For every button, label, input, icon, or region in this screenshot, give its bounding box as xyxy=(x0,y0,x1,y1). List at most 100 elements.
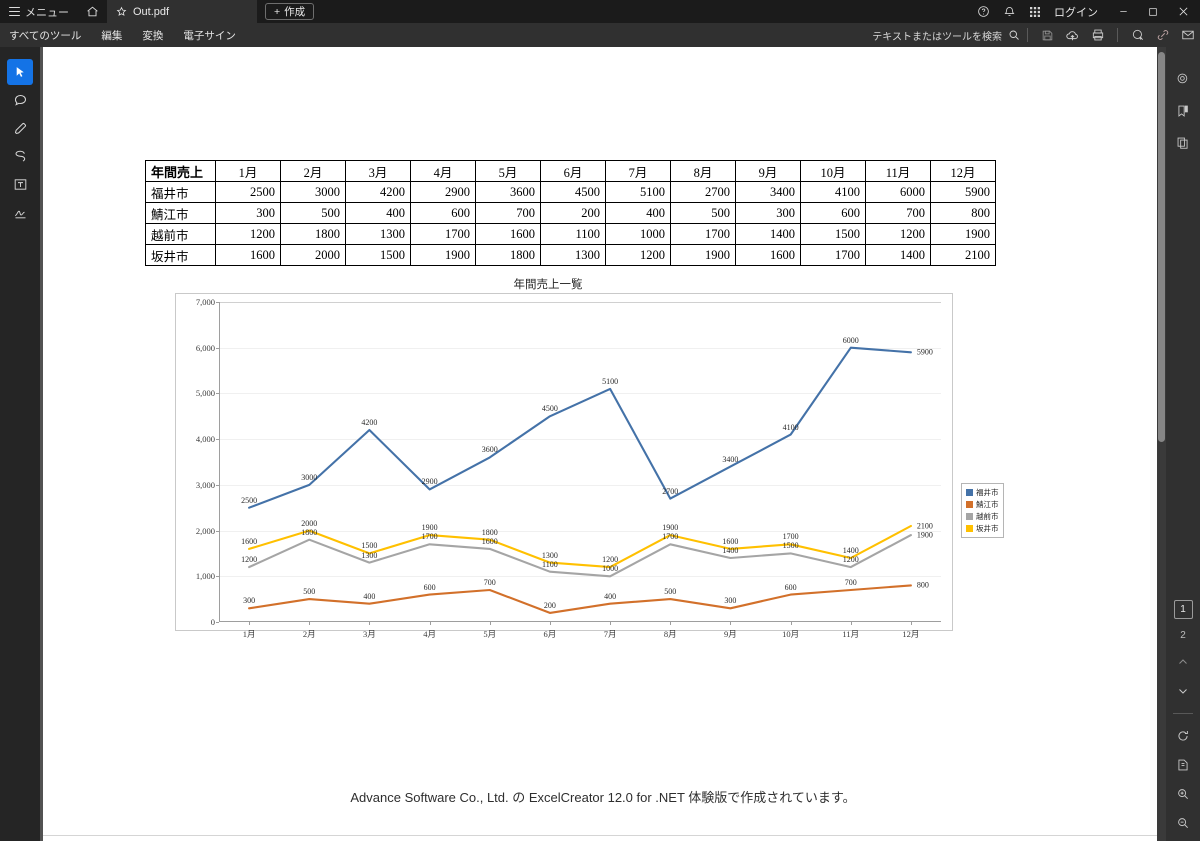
vertical-scrollbar[interactable] xyxy=(1157,47,1166,841)
help-circle-icon[interactable] xyxy=(970,0,996,23)
table-col-7: 7月 xyxy=(605,160,671,182)
login-button[interactable]: ログイン xyxy=(1054,6,1098,19)
textbox-tool[interactable] xyxy=(7,171,33,197)
chart-x-tick-mark xyxy=(670,622,672,625)
rotate-icon[interactable] xyxy=(1171,726,1195,746)
table-cell: 1700 xyxy=(670,223,736,245)
document-canvas[interactable]: 年間売上 1月 2月 3月 4月 5月 6月 7月 8月 9月 10月 11月 … xyxy=(40,47,1166,841)
table-cell: 1400 xyxy=(865,244,931,266)
table-col-12: 12月 xyxy=(930,160,996,182)
chart-data-label: 1500 xyxy=(782,541,799,551)
close-window-icon xyxy=(1179,7,1187,16)
table-cell: 1100 xyxy=(540,223,606,245)
draw-tool[interactable] xyxy=(7,143,33,169)
app-grid-icon[interactable] xyxy=(1022,0,1048,23)
tool-esign[interactable]: 電子サイン xyxy=(183,29,236,42)
pages-copy-icon[interactable] xyxy=(1171,133,1195,153)
print-icon[interactable] xyxy=(1085,23,1110,47)
save-icon[interactable] xyxy=(1035,23,1060,47)
page-seam xyxy=(43,835,1163,836)
table-cell: 200 xyxy=(540,202,606,224)
scrollbar-thumb[interactable] xyxy=(1158,52,1165,442)
chart-data-label: 1900 xyxy=(916,530,933,540)
table-cell: 400 xyxy=(605,202,671,224)
chart-data-label: 300 xyxy=(243,596,256,606)
tool-edit[interactable]: 編集 xyxy=(101,29,123,42)
table-cell: 400 xyxy=(345,202,411,224)
maximize-button[interactable] xyxy=(1138,0,1168,23)
table-cell: 1300 xyxy=(345,223,411,245)
search-document-icon[interactable] xyxy=(1171,69,1195,89)
document-tab[interactable]: Out.pdf close-icon xyxy=(107,0,257,23)
table-cell: 1500 xyxy=(345,244,411,266)
table-cell: 1000 xyxy=(605,223,671,245)
bookmark-icon[interactable] xyxy=(1171,101,1195,121)
chart-data-label: 1400 xyxy=(722,546,739,555)
table-cell: 1400 xyxy=(735,223,801,245)
chart-data-label: 1200 xyxy=(842,555,859,565)
toolbar-divider-2 xyxy=(1117,28,1118,42)
close-window-button[interactable] xyxy=(1168,0,1198,23)
chart-data-label: 1200 xyxy=(241,555,258,565)
chart-x-tick-label: 2月 xyxy=(302,629,316,639)
menu-button[interactable]: メニュー xyxy=(0,0,78,23)
chart-plot-frame: 0 1,000 2,000 3,000 4,000 5,000 6,000 7,000 1月 2… xyxy=(175,293,953,639)
chart-data-label: 600 xyxy=(784,582,797,592)
chart-data-label: 1900 xyxy=(662,523,679,533)
table-cell: 700 xyxy=(865,202,931,224)
table-col-1: 1月 xyxy=(215,160,281,182)
mail-icon[interactable] xyxy=(1175,23,1200,47)
table-cell: 1900 xyxy=(670,244,736,266)
zoom-out-icon[interactable] xyxy=(1171,813,1195,833)
fit-page-icon[interactable] xyxy=(1171,755,1195,775)
table-cell: 500 xyxy=(280,202,346,224)
table-cell: 1300 xyxy=(540,244,606,266)
chart-data-label: 4100 xyxy=(782,422,799,432)
home-button[interactable] xyxy=(78,0,107,23)
search-icon[interactable] xyxy=(1008,29,1020,41)
legend-label: 鯖江市 xyxy=(976,500,999,509)
chart-series-line xyxy=(248,524,912,569)
table-cell: 2100 xyxy=(930,244,996,266)
chart-data-label: 700 xyxy=(844,578,857,587)
search-placeholder: テキストまたはツールを検索 xyxy=(872,31,1002,43)
chart-x-tick-mark xyxy=(549,622,551,625)
chevron-down-icon[interactable] xyxy=(1171,681,1195,701)
select-tool[interactable] xyxy=(7,59,33,85)
chart-gridline xyxy=(219,530,941,532)
tool-convert[interactable]: 変換 xyxy=(142,29,164,42)
comment-tool[interactable] xyxy=(7,87,33,113)
bell-icon[interactable] xyxy=(996,0,1022,23)
highlight-tool[interactable] xyxy=(7,115,33,141)
table-cell: 1600 xyxy=(215,244,281,266)
table-col-9: 9月 xyxy=(735,160,801,182)
create-button[interactable]: + 作成 xyxy=(265,3,315,20)
star-icon[interactable] xyxy=(116,6,127,17)
stamp-icon[interactable] xyxy=(1125,23,1150,47)
chart-data-label: 300 xyxy=(724,596,737,606)
search-box[interactable]: テキストまたはツールを検索 xyxy=(872,28,1020,43)
table-col-2: 2月 xyxy=(280,160,346,182)
chart-data-label: 3400 xyxy=(722,454,739,464)
chart-data-label: 1000 xyxy=(602,564,619,574)
chevron-up-icon[interactable] xyxy=(1171,652,1195,672)
current-page-indicator[interactable]: 1 xyxy=(1173,600,1193,619)
chart-x-tick-mark xyxy=(910,622,912,625)
zoom-in-icon[interactable] xyxy=(1171,784,1195,804)
signature-tool[interactable] xyxy=(7,199,33,225)
minimize-button[interactable] xyxy=(1108,0,1138,23)
table-cell: 300 xyxy=(735,202,801,224)
page-nav-rail: 1 2 xyxy=(1166,600,1200,833)
link-icon[interactable] xyxy=(1150,23,1175,47)
chart-x-tick-label: 9月 xyxy=(724,629,737,639)
table-cell: 5100 xyxy=(605,181,671,203)
chart-y-tick-label: 7,000 xyxy=(195,297,215,307)
legend-item: 福井市 xyxy=(966,487,999,498)
page-2-button[interactable]: 2 xyxy=(1180,630,1186,641)
upload-cloud-icon[interactable] xyxy=(1060,23,1085,47)
tool-all-tools[interactable]: すべてのツール xyxy=(9,29,82,42)
chart-data-label: 1700 xyxy=(421,532,438,542)
chart-y-tick-label: 4,000 xyxy=(195,434,215,445)
legend-label: 越前市 xyxy=(976,512,999,521)
chart-gridline xyxy=(219,439,941,441)
